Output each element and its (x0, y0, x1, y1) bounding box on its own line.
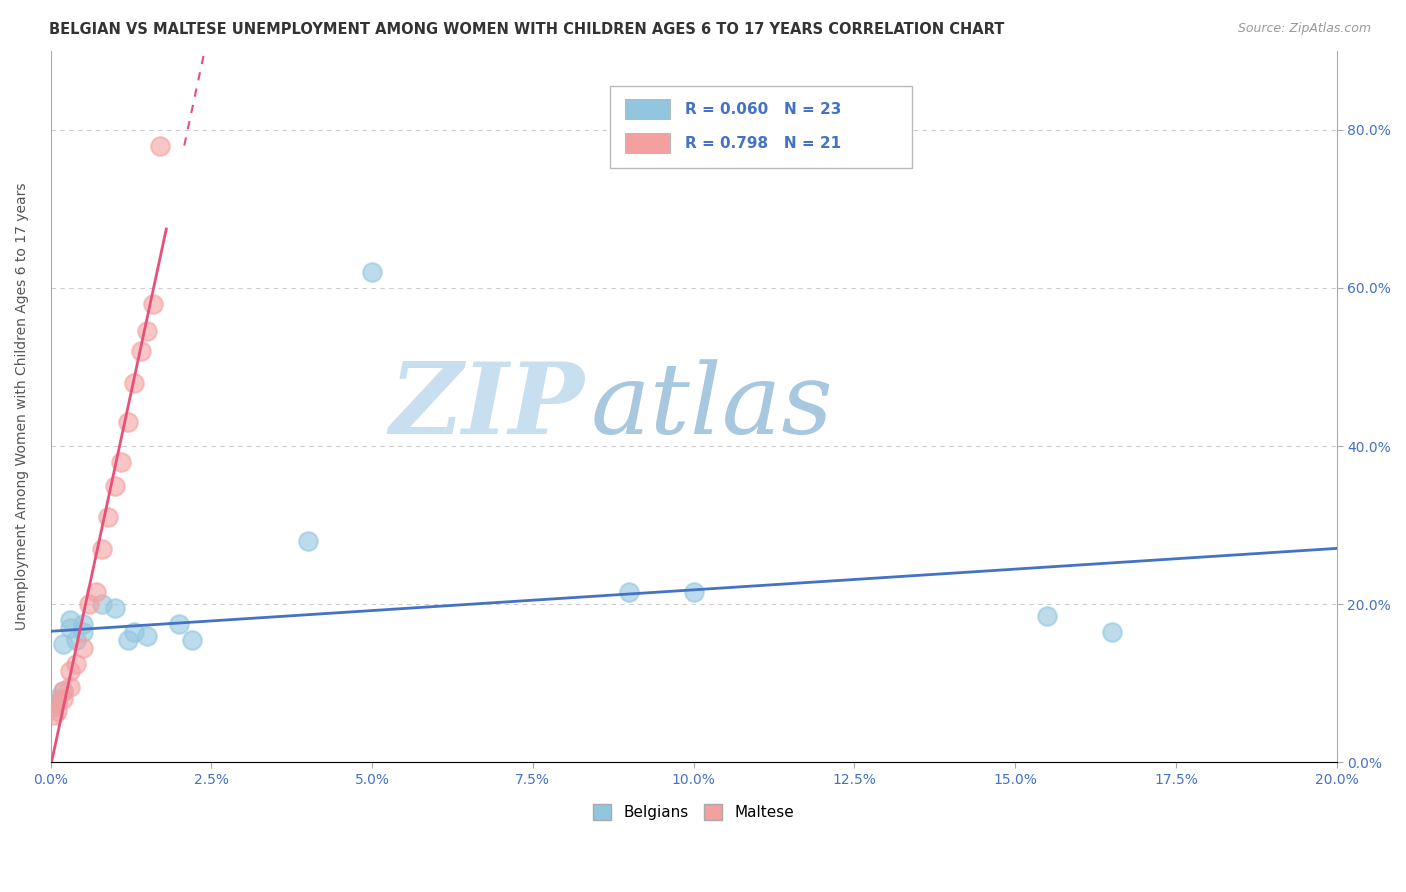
Point (52, 637, 75, 651)
Point (46, 696, 69, 710)
Point (110, 455, 132, 469)
Point (122, 376, 145, 390)
Bar (626, 133, 671, 153)
Point (59, 681, 82, 695)
Point (361, 265, 384, 279)
Point (149, 138, 172, 153)
Point (117, 416, 139, 430)
Point (122, 624, 145, 639)
Point (104, 478, 127, 492)
Point (142, 297, 165, 311)
Point (46, 696, 69, 710)
Point (129, 344, 152, 359)
Point (46, 692, 69, 706)
Point (136, 629, 159, 643)
Bar (626, 99, 671, 119)
Point (104, 601, 127, 615)
Point (52, 684, 75, 698)
Text: R = 0.798   N = 21: R = 0.798 N = 21 (685, 136, 841, 151)
Point (619, 585, 641, 599)
Point (1101, 624, 1123, 639)
Point (136, 325, 159, 339)
FancyBboxPatch shape (610, 87, 912, 168)
Point (97, 510, 120, 524)
Point (65, 657, 87, 671)
Point (46, 704, 69, 718)
Point (682, 585, 704, 599)
Text: ZIP: ZIP (389, 359, 585, 455)
Point (84, 585, 107, 599)
Point (65, 632, 87, 647)
Point (52, 692, 75, 706)
Point (42, 708, 65, 723)
Point (91, 597, 114, 611)
Point (167, 617, 190, 632)
Point (59, 613, 82, 627)
Y-axis label: Unemployment Among Women with Children Ages 6 to 17 years: Unemployment Among Women with Children A… (15, 183, 30, 631)
Point (1036, 609, 1059, 624)
Text: R = 0.060   N = 23: R = 0.060 N = 23 (685, 102, 841, 117)
Text: atlas: atlas (591, 359, 834, 454)
Point (59, 665, 82, 679)
Text: Source: ZipAtlas.com: Source: ZipAtlas.com (1237, 22, 1371, 36)
Point (72, 640, 94, 655)
Point (77, 597, 100, 611)
Point (52, 684, 75, 698)
Point (72, 617, 94, 632)
Point (42, 700, 65, 714)
Point (91, 541, 114, 556)
Point (117, 632, 139, 647)
Point (72, 624, 94, 639)
Text: BELGIAN VS MALTESE UNEMPLOYMENT AMONG WOMEN WITH CHILDREN AGES 6 TO 17 YEARS COR: BELGIAN VS MALTESE UNEMPLOYMENT AMONG WO… (49, 22, 1004, 37)
Point (181, 632, 204, 647)
Point (59, 621, 82, 635)
Point (297, 534, 319, 549)
Legend: Belgians, Maltese: Belgians, Maltese (586, 797, 800, 826)
